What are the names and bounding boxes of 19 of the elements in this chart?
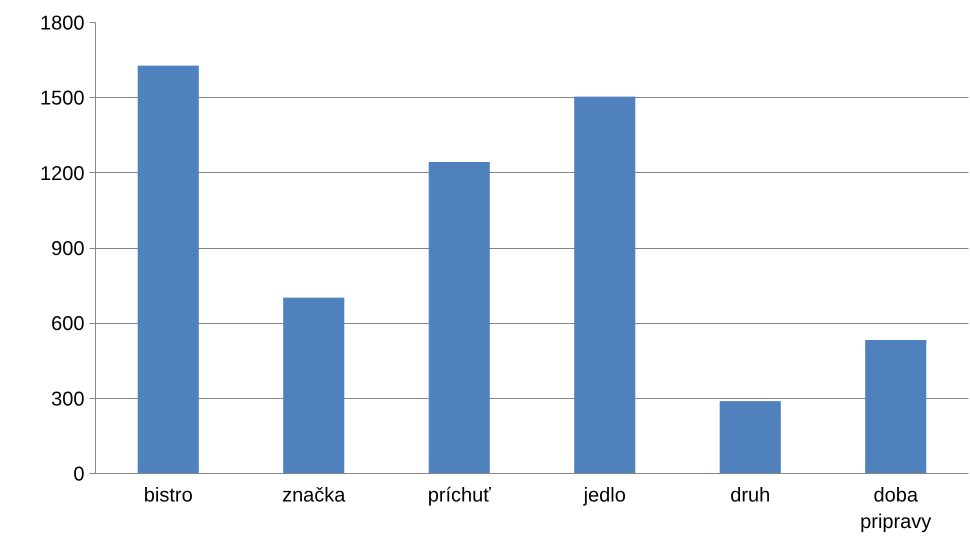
bar [720, 401, 781, 474]
bar [283, 298, 344, 474]
x-tick-label: značka [282, 484, 346, 506]
y-tick-label: 1500 [40, 88, 85, 110]
y-tick-label: 1200 [40, 162, 85, 185]
bar [574, 96, 636, 474]
x-tick-label: jedlo [582, 484, 626, 506]
x-tick-label: druh [730, 484, 770, 506]
x-tick-label: príchuť [428, 484, 492, 506]
x-tick-label: bistro [144, 484, 193, 506]
y-tick-label: 0 [73, 464, 84, 486]
x-tick-label: doba pripravy [860, 484, 932, 533]
y-tick-label: 600 [51, 313, 85, 336]
y-tick-label: 1800 [40, 12, 85, 34]
bar [428, 162, 490, 474]
y-tick-label: 300 [51, 388, 85, 410]
bar [138, 66, 199, 474]
y-tick-label: 900 [51, 238, 85, 260]
bar [865, 340, 926, 474]
